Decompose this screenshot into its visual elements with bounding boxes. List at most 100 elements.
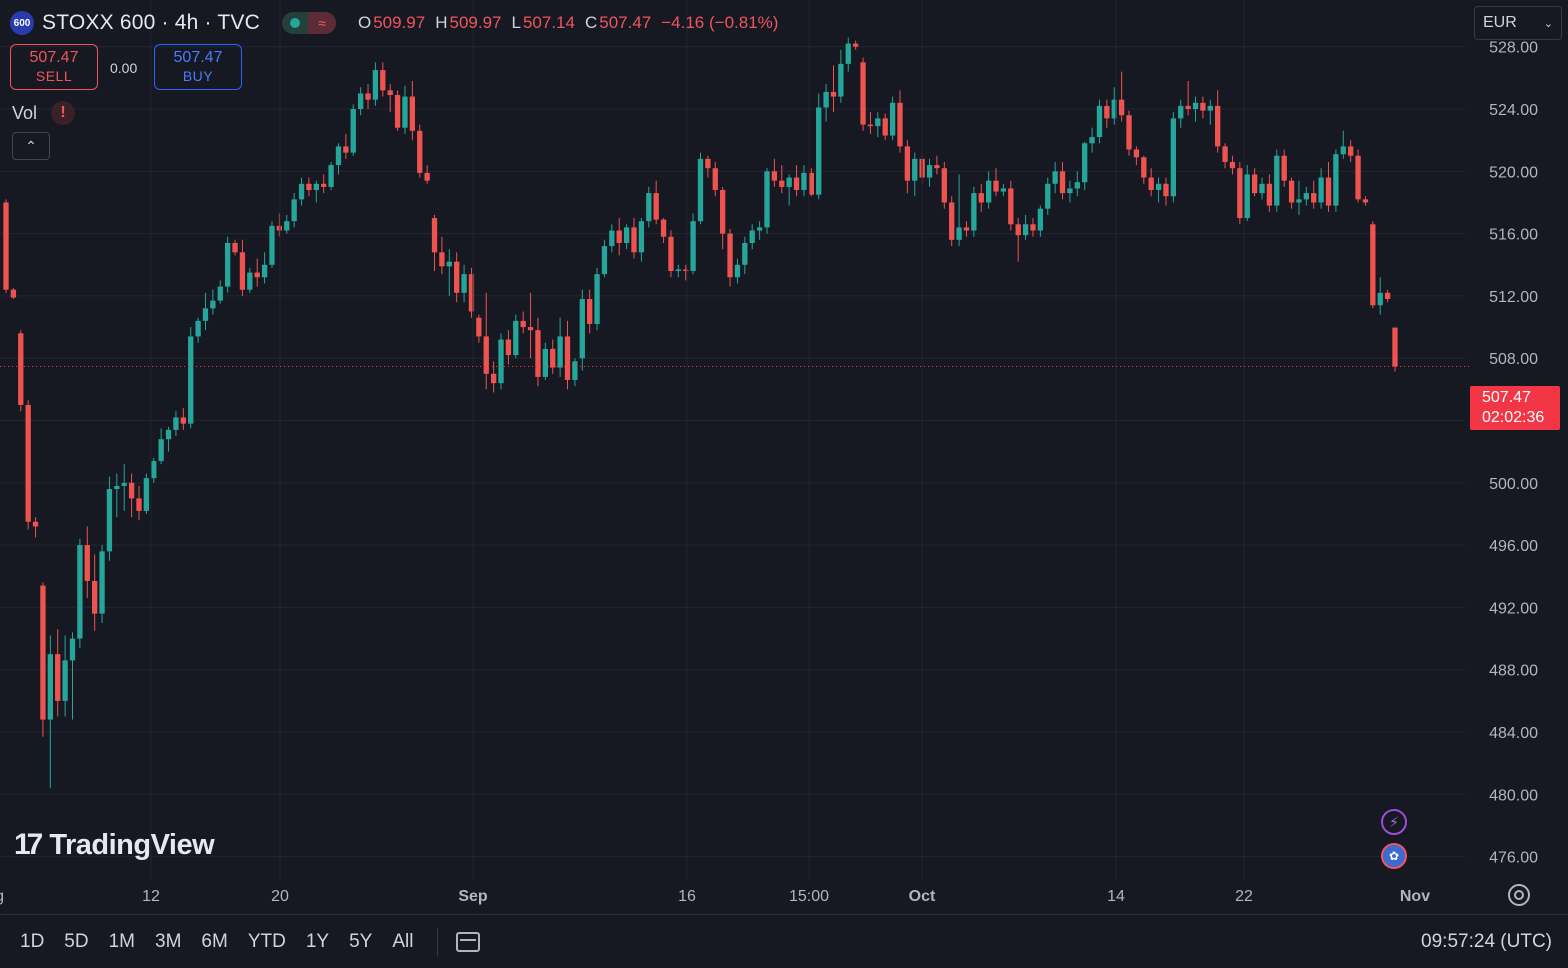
candle-body xyxy=(1333,154,1339,206)
buy-button[interactable]: 507.47 BUY xyxy=(154,44,242,90)
candle-body xyxy=(660,219,667,237)
lightning-icon[interactable]: ⚡︎ xyxy=(1381,809,1407,835)
candle-body xyxy=(978,193,984,203)
ohlc-low: L 507.14 xyxy=(511,13,575,32)
price-chart[interactable]: 476.00 480.00 484.00 488.00 492.00 496.00 500.… xyxy=(0,0,1568,914)
candle-body xyxy=(1377,292,1383,306)
candle-body xyxy=(616,230,622,243)
range-1m[interactable]: 1M xyxy=(108,930,135,952)
x-tick-label: Sep xyxy=(458,888,488,905)
last-price-label: 507.47 02:02:36 xyxy=(1470,386,1560,430)
candle-body xyxy=(343,146,349,153)
candle-body xyxy=(1200,102,1206,111)
candle-body xyxy=(697,158,704,222)
currency-select[interactable]: EUR ⌄ xyxy=(1474,6,1562,40)
candle-body xyxy=(335,146,342,166)
sell-button[interactable]: 507.47 SELL xyxy=(10,44,98,90)
collapse-legend-button[interactable]: ⌃ xyxy=(12,132,50,160)
x-tick-label: 15:00 xyxy=(789,888,829,905)
range-ytd[interactable]: YTD xyxy=(247,930,286,952)
candle-body xyxy=(1141,157,1147,178)
range-6m[interactable]: 6M xyxy=(201,930,228,952)
y-tick-label: 524.00 xyxy=(1489,102,1538,119)
candle-body xyxy=(247,272,253,290)
candle-body xyxy=(653,193,659,220)
candle-body xyxy=(77,545,83,639)
symbol-title[interactable]: STOXX 600 · 4h · TVC xyxy=(42,11,260,34)
candle-body xyxy=(18,333,24,405)
range-5d[interactable]: 5D xyxy=(64,930,89,952)
candle-body xyxy=(1362,199,1369,203)
volume-indicator-legend[interactable]: Vol ! xyxy=(12,101,76,125)
range-3m[interactable]: 3M xyxy=(155,930,182,952)
x-tick-label: 20 xyxy=(271,888,289,905)
candle-body xyxy=(47,654,53,720)
candle-body xyxy=(3,202,9,290)
price-change: −4.16 (−0.81%) xyxy=(661,13,779,32)
market-status-pill[interactable]: ≈ xyxy=(281,12,336,34)
warning-icon[interactable]: ! xyxy=(51,101,76,125)
candle-body xyxy=(1288,180,1295,203)
candle-body xyxy=(675,269,681,272)
candle-body xyxy=(609,230,615,247)
candle-body xyxy=(756,227,763,231)
candle-body xyxy=(801,172,807,191)
x-tick-label: Oct xyxy=(909,888,936,905)
candle-body xyxy=(276,225,283,231)
candle-body xyxy=(646,193,652,222)
range-1d[interactable]: 1D xyxy=(20,930,45,952)
y-tick-label: 476.00 xyxy=(1489,850,1538,867)
candle-body xyxy=(106,489,113,552)
candle-body xyxy=(1222,146,1228,162)
candle-body xyxy=(476,317,482,337)
candle-body xyxy=(1030,224,1036,231)
candle-body xyxy=(749,230,755,243)
candle-body xyxy=(1045,183,1051,209)
candle-body xyxy=(1266,183,1273,206)
candle-body xyxy=(579,299,585,359)
go-to-date-calendar-icon[interactable] xyxy=(456,931,481,952)
candle-body xyxy=(557,336,563,368)
candle-body xyxy=(217,286,223,301)
candle-body xyxy=(1082,143,1088,183)
candle-body xyxy=(380,70,386,91)
candle-body xyxy=(321,183,327,187)
candle-body xyxy=(40,585,46,720)
candle-body xyxy=(1370,224,1376,306)
candle-body xyxy=(527,327,534,331)
candle-body xyxy=(239,252,246,290)
candle-body xyxy=(542,348,549,377)
candle-body xyxy=(793,177,800,191)
chart-settings-gear-icon[interactable] xyxy=(1508,884,1530,906)
sell-price: 507.47 xyxy=(29,49,79,66)
y-tick-label: 492.00 xyxy=(1489,600,1538,617)
candle-body xyxy=(1163,183,1169,197)
candle-body xyxy=(587,299,593,324)
tradingview-logo-icon: 17 xyxy=(14,828,43,861)
y-tick-label: 512.00 xyxy=(1489,289,1538,306)
watermark-text: TradingView xyxy=(49,828,215,861)
candle-body xyxy=(1118,99,1125,116)
candle-body xyxy=(535,330,541,377)
candle-body xyxy=(69,638,76,661)
candle-body xyxy=(1207,105,1213,111)
candle-body xyxy=(143,478,150,511)
candle-body xyxy=(1052,171,1058,184)
candle-body xyxy=(439,252,445,267)
range-5y[interactable]: 5Y xyxy=(349,930,373,952)
range-all[interactable]: All xyxy=(392,930,414,952)
candle-body xyxy=(25,404,31,522)
range-1y[interactable]: 1Y xyxy=(305,930,330,952)
candle-body xyxy=(720,190,726,234)
y-tick-label: 496.00 xyxy=(1489,538,1538,555)
candle-body xyxy=(1392,327,1398,367)
candle-body xyxy=(387,90,393,96)
candle-body xyxy=(1355,155,1361,200)
utc-clock[interactable]: 09:57:24 (UTC) xyxy=(1421,930,1552,952)
y-tick-label: 480.00 xyxy=(1489,787,1538,804)
candle-body xyxy=(734,264,741,278)
candle-body xyxy=(830,91,837,97)
eu-flag-icon[interactable]: ✿ xyxy=(1381,843,1407,869)
candle-body xyxy=(446,261,452,267)
candle-body xyxy=(860,62,866,125)
